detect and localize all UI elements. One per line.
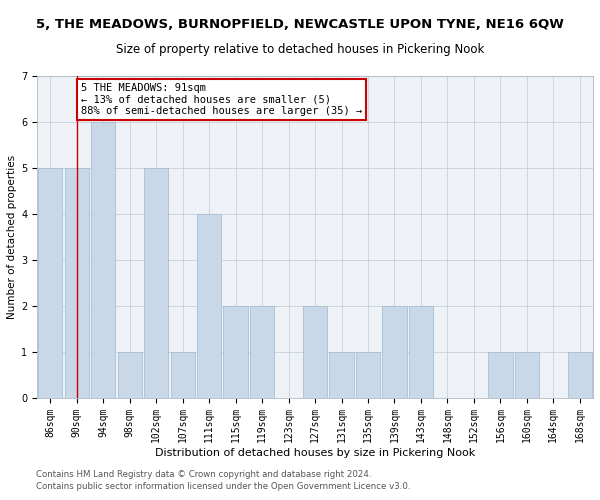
Bar	[250, 306, 274, 398]
Bar	[65, 168, 89, 398]
Bar	[303, 306, 327, 398]
Bar	[91, 122, 115, 398]
Bar	[382, 306, 407, 398]
X-axis label: Distribution of detached houses by size in Pickering Nook: Distribution of detached houses by size …	[155, 448, 475, 458]
Bar	[197, 214, 221, 398]
Text: Size of property relative to detached houses in Pickering Nook: Size of property relative to detached ho…	[116, 42, 484, 56]
Bar	[409, 306, 433, 398]
Y-axis label: Number of detached properties: Number of detached properties	[7, 154, 17, 319]
Bar	[329, 352, 354, 398]
Text: 5 THE MEADOWS: 91sqm
← 13% of detached houses are smaller (5)
88% of semi-detach: 5 THE MEADOWS: 91sqm ← 13% of detached h…	[81, 83, 362, 116]
Bar	[568, 352, 592, 398]
Bar	[515, 352, 539, 398]
Bar	[144, 168, 169, 398]
Bar	[356, 352, 380, 398]
Bar	[38, 168, 62, 398]
Bar	[170, 352, 195, 398]
Bar	[118, 352, 142, 398]
Bar	[223, 306, 248, 398]
Text: Contains public sector information licensed under the Open Government Licence v3: Contains public sector information licen…	[36, 482, 410, 491]
Bar	[488, 352, 512, 398]
Text: 5, THE MEADOWS, BURNOPFIELD, NEWCASTLE UPON TYNE, NE16 6QW: 5, THE MEADOWS, BURNOPFIELD, NEWCASTLE U…	[36, 18, 564, 30]
Text: Contains HM Land Registry data © Crown copyright and database right 2024.: Contains HM Land Registry data © Crown c…	[36, 470, 371, 479]
